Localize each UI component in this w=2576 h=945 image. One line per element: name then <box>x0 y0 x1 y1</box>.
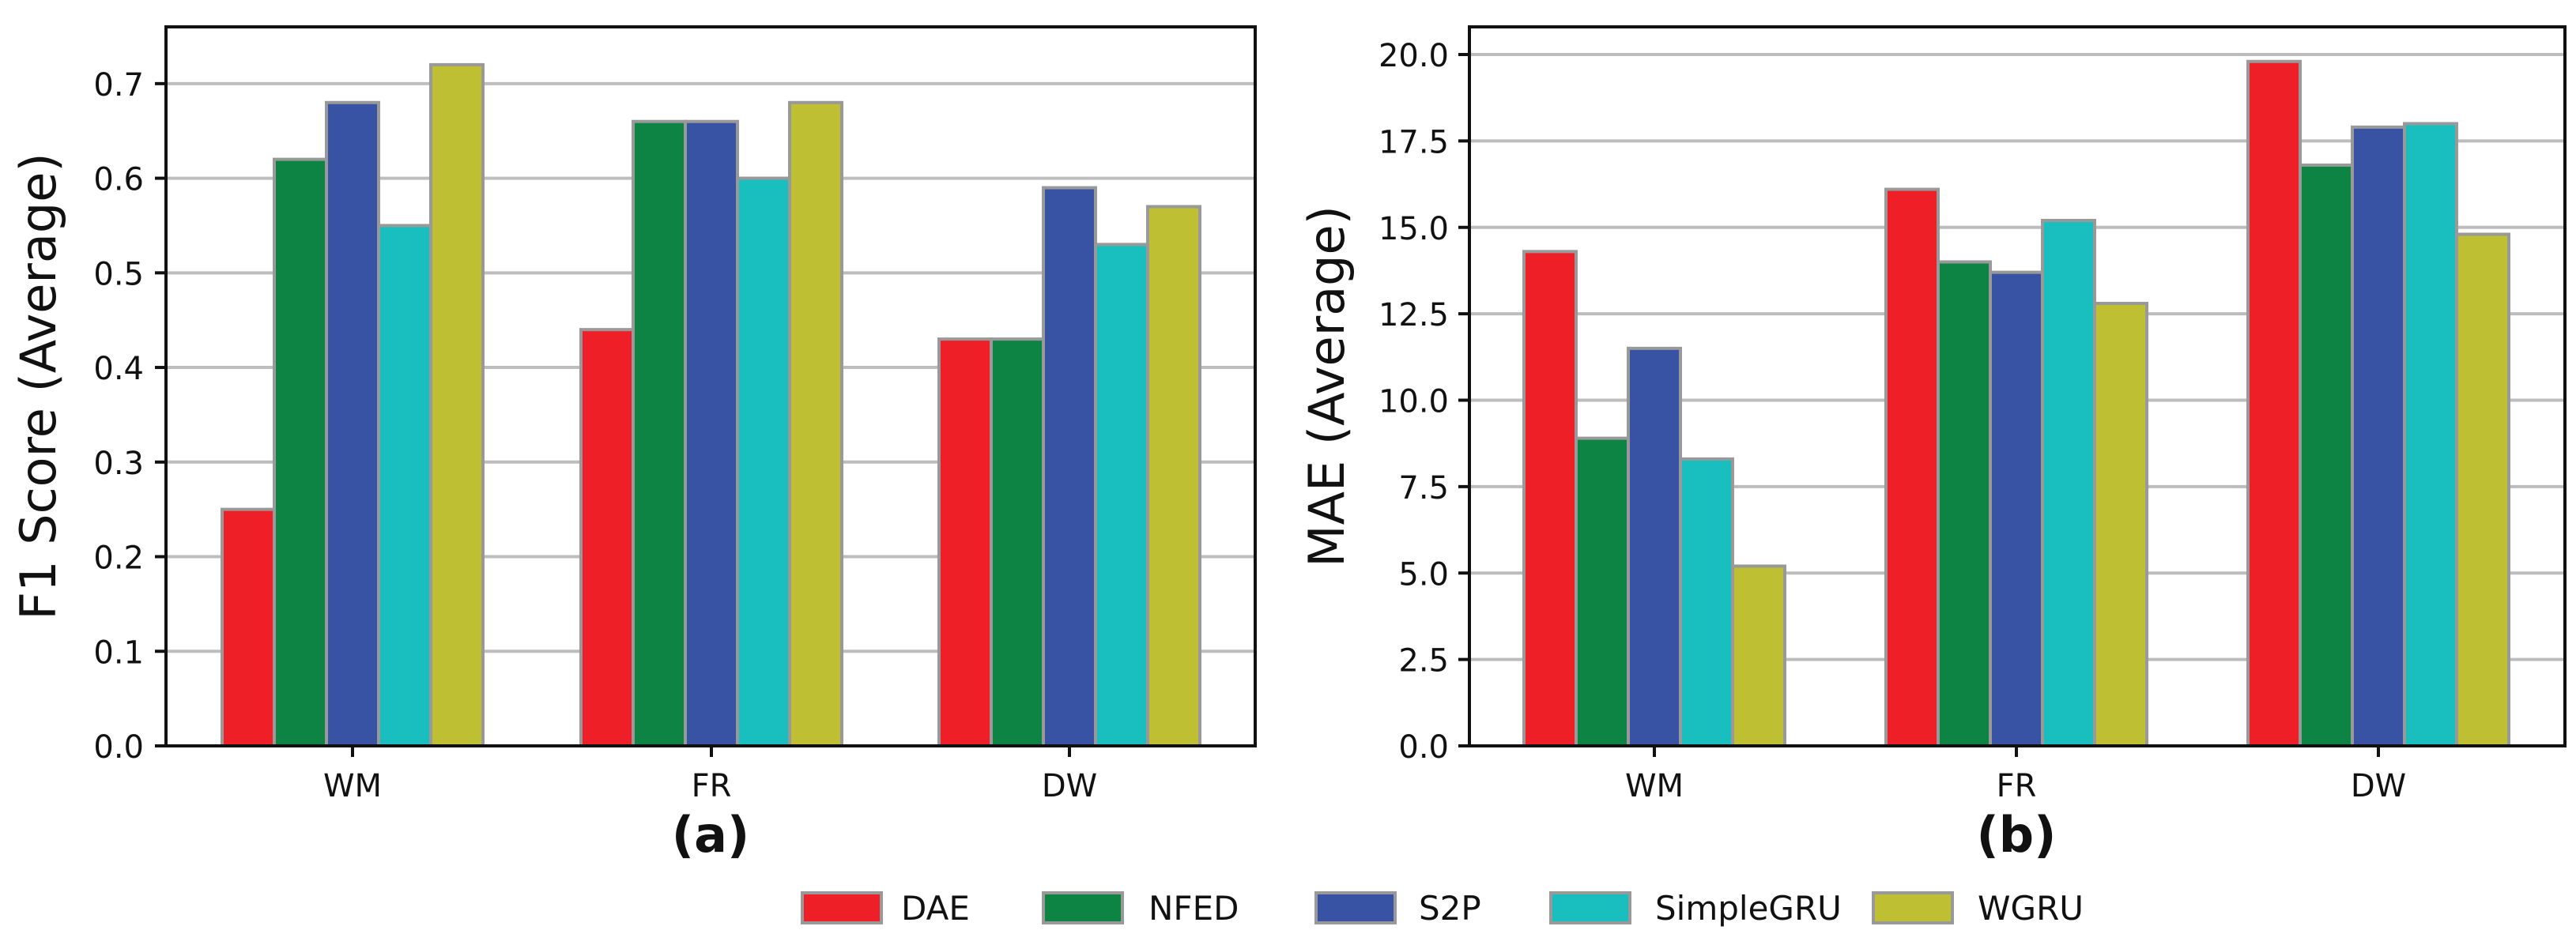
legend-item-dae: DAE <box>801 889 970 928</box>
y-tick-label: 0.5 <box>93 256 144 292</box>
bar-dae-fr <box>579 328 635 747</box>
bar-nfed-fr <box>632 119 687 748</box>
bar-s2p-dw <box>2351 125 2406 747</box>
bar-s2p-wm <box>325 100 380 747</box>
legend-swatch <box>1314 891 1397 924</box>
legend-item-s2p: S2P <box>1314 889 1481 928</box>
y-tick-label: 0.0 <box>1398 729 1449 766</box>
bar-dae-wm <box>1522 250 1578 747</box>
panel-a: 0.0 0.1 0.2 0.3 0.4 0.5 0.6 0.7 WM FR DW F1 Score (… <box>9 25 1257 864</box>
bar-simplegru-fr <box>736 176 791 748</box>
panel-sublabel: (b) <box>1976 806 2056 864</box>
legend-swatch <box>1549 891 1631 924</box>
y-tick-label: 0.2 <box>93 540 144 577</box>
bar-s2p-fr <box>1989 270 2044 747</box>
bar-wgru-fr <box>2093 302 2148 747</box>
y-tick-label: 20.0 <box>1379 38 1449 74</box>
x-tick-label: FR <box>1997 768 2037 804</box>
legend-item-simplegru: SimpleGRU <box>1549 889 1842 928</box>
bar-s2p-wm <box>1627 346 1682 747</box>
legend-label: SimpleGRU <box>1655 889 1842 928</box>
x-tick-label: WM <box>1625 768 1684 804</box>
bar-nfed-wm <box>273 157 328 747</box>
y-tick-label: 17.5 <box>1379 124 1449 160</box>
y-tick-label: 0.1 <box>93 634 144 671</box>
panel-b: 0.0 2.5 5.0 7.5 10.0 12.5 15.0 17.5 20.0 WM FR DW MA… <box>1298 25 2567 864</box>
bar-simplegru-wm <box>1679 457 1734 747</box>
bar-dae-fr <box>1884 187 1940 747</box>
bar-nfed-wm <box>1575 436 1630 747</box>
legend-swatch <box>1872 891 1954 924</box>
bar-wgru-wm <box>1731 564 1786 747</box>
bar-simplegru-dw <box>1094 243 1149 748</box>
y-tick-label: 5.0 <box>1398 556 1449 593</box>
y-tick-label: 10.0 <box>1379 384 1449 420</box>
bar-simplegru-fr <box>2041 219 2096 747</box>
legend-label: NFED <box>1148 889 1239 928</box>
y-tick-label: 7.5 <box>1398 470 1449 506</box>
y-tick-label: 0.3 <box>93 446 144 482</box>
x-tick-label: DW <box>2351 768 2406 804</box>
legend-label: S2P <box>1419 889 1481 928</box>
y-axis-title: MAE (Average) <box>1298 205 1356 567</box>
y-tick-label: 0.7 <box>93 67 144 104</box>
legend-label: WGRU <box>1978 889 2084 928</box>
bar-wgru-fr <box>788 100 843 747</box>
y-axis-title: F1 Score (Average) <box>9 152 67 619</box>
legend-label: DAE <box>901 889 970 928</box>
y-tick-label: 15.0 <box>1379 211 1449 247</box>
y-tick-label: 0.4 <box>93 351 144 387</box>
bar-wgru-wm <box>429 62 485 748</box>
bar-dae-wm <box>221 507 276 747</box>
legend-item-wgru: WGRU <box>1872 889 2084 928</box>
x-tick-label: FR <box>692 768 732 804</box>
bar-nfed-fr <box>1937 260 1992 747</box>
y-tick-label: 2.5 <box>1398 643 1449 680</box>
bar-dae-dw <box>937 337 993 747</box>
x-tick-label: WM <box>323 768 382 804</box>
y-tick-label: 12.5 <box>1379 297 1449 333</box>
y-tick-label: 0.0 <box>93 729 144 766</box>
y-tick-label: 0.6 <box>93 162 144 198</box>
bar-s2p-fr <box>684 119 739 748</box>
x-tick-label: DW <box>1042 768 1097 804</box>
legend-swatch <box>801 891 883 924</box>
bar-nfed-dw <box>990 337 1045 747</box>
legend-item-nfed: NFED <box>1042 889 1239 928</box>
bar-wgru-dw <box>1146 205 1201 747</box>
legend-swatch <box>1042 891 1124 924</box>
bar-simplegru-dw <box>2403 122 2458 747</box>
bar-nfed-dw <box>2299 164 2354 747</box>
panel-sublabel: (a) <box>672 806 750 864</box>
bar-dae-dw <box>2246 59 2302 747</box>
bar-wgru-dw <box>2455 232 2510 747</box>
bar-s2p-dw <box>1042 186 1097 748</box>
legend: DAE NFED S2P SimpleGRU WGRU <box>801 889 2084 928</box>
bar-simplegru-wm <box>377 224 432 747</box>
